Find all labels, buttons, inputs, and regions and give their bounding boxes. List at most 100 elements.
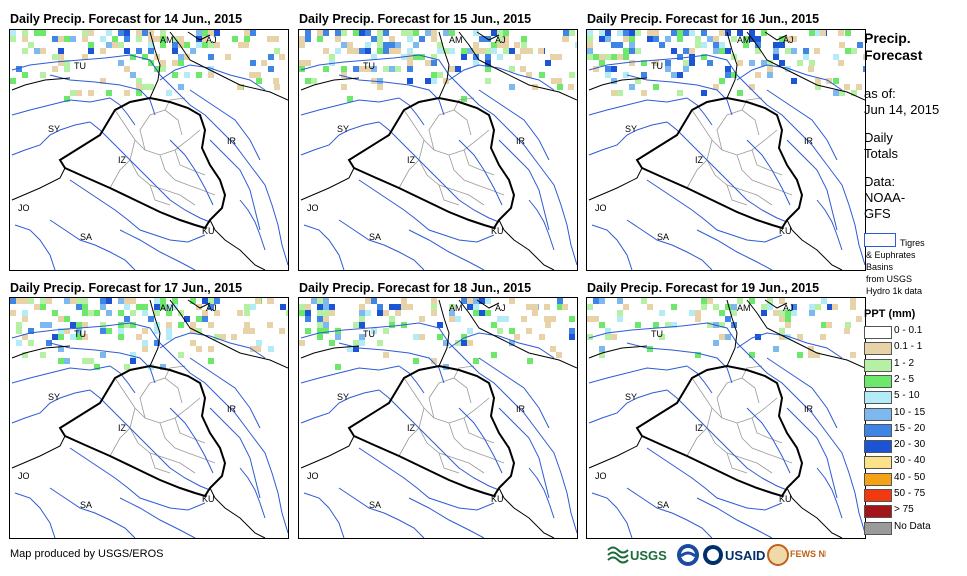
precip-cell (599, 322, 605, 328)
precip-cell (443, 48, 449, 54)
precip-cell (22, 72, 28, 78)
precip-cell (82, 310, 88, 316)
basin-boundary (49, 487, 136, 538)
basin-boundary (498, 139, 550, 231)
precip-cell (431, 72, 437, 78)
precip-cell (184, 316, 190, 322)
precip-cell (166, 304, 172, 310)
precip-cell (797, 60, 803, 66)
precip-cell (514, 42, 520, 48)
precip-cell (437, 72, 443, 78)
map-panel-18-jun: AM AJ TU SY IR IZ JO SA KU (298, 297, 578, 539)
precip-cell (437, 42, 443, 48)
precip-cell (623, 30, 629, 36)
precip-cell (208, 54, 214, 60)
precip-cell (16, 322, 22, 328)
precip-cell (767, 66, 773, 72)
precip-cell (713, 304, 719, 310)
province-boundary (736, 422, 793, 464)
precip-cell (497, 42, 503, 48)
precip-cell (88, 42, 94, 48)
precip-cell (593, 54, 599, 60)
precip-cell (641, 298, 647, 304)
precip-cell (58, 54, 64, 60)
precip-cell (791, 78, 797, 84)
precip-cell (785, 36, 791, 42)
legend-swatch (864, 423, 892, 437)
precip-cell (701, 90, 707, 96)
precip-cell (485, 48, 491, 54)
province-boundary (716, 377, 760, 419)
precip-cell (857, 42, 863, 48)
precip-cell (641, 72, 647, 78)
precip-cell (88, 48, 94, 54)
country-boundary (726, 31, 738, 99)
basin-boundary (169, 407, 214, 474)
precip-cell (22, 310, 28, 316)
precip-cell (449, 30, 455, 36)
precip-cell (359, 48, 365, 54)
precip-cell (611, 78, 617, 84)
precip-cell (407, 66, 413, 72)
basin-boundary (686, 365, 713, 394)
precip-cell (509, 66, 515, 72)
precip-cell (431, 30, 437, 36)
map-canvas: AM AJ TU SY IR IZ JO SA KU (299, 30, 577, 270)
country-label-sy: SY (625, 392, 637, 402)
precip-cell (82, 30, 88, 36)
basin-boundary (588, 97, 688, 116)
precip-cell (353, 340, 359, 346)
precip-cell (267, 298, 273, 304)
province-boundary (129, 407, 196, 474)
precip-cell (106, 298, 112, 304)
precip-cell (617, 90, 623, 96)
precip-cell (791, 310, 797, 316)
precip-cell (521, 42, 527, 48)
precip-cell (665, 60, 671, 66)
precip-cell (605, 30, 611, 36)
country-boundary (11, 77, 71, 91)
map-canvas: AM AJ TU SY IR IZ JO SA KU (587, 30, 865, 270)
province-boundary (149, 184, 171, 206)
precip-cell (10, 78, 16, 84)
precip-cell (208, 66, 214, 72)
precip-cell (743, 36, 749, 42)
country-label-tu: TU (363, 61, 375, 71)
precip-cell (473, 42, 479, 48)
basin-line1: Tigres (900, 238, 925, 248)
precip-cell (365, 42, 371, 48)
precip-cell (431, 298, 437, 304)
precip-cell (100, 78, 106, 84)
precip-cell (202, 42, 208, 48)
country-boundary (11, 345, 71, 359)
precip-cell (611, 90, 617, 96)
precip-cell (244, 310, 250, 316)
precip-cell (124, 304, 130, 310)
precip-cell (820, 334, 826, 340)
precip-cell (532, 304, 538, 310)
precip-cell (323, 298, 329, 304)
precip-cell (323, 322, 329, 328)
precip-cell (635, 78, 641, 84)
basin-boundary (49, 219, 136, 270)
precip-cell (178, 310, 184, 316)
precip-cell (629, 60, 635, 66)
legend-asof-date: Jun 14, 2015 (864, 102, 940, 117)
precip-cell (587, 334, 593, 340)
basin-boundary (338, 342, 445, 384)
precip-cell (851, 90, 857, 96)
precip-cell (791, 304, 797, 310)
precip-cell (587, 48, 593, 54)
precip-cell (707, 322, 713, 328)
basin-boundary (338, 487, 425, 538)
precip-cell (250, 60, 256, 66)
precip-cell (473, 30, 479, 36)
basin-boundary (408, 229, 485, 270)
province-boundary (438, 452, 460, 474)
precip-cell (641, 60, 647, 66)
precip-cell (635, 48, 641, 54)
precip-cell (371, 328, 377, 334)
precip-cell (305, 78, 311, 84)
precip-cell (838, 60, 844, 66)
precip-cell (808, 66, 814, 72)
